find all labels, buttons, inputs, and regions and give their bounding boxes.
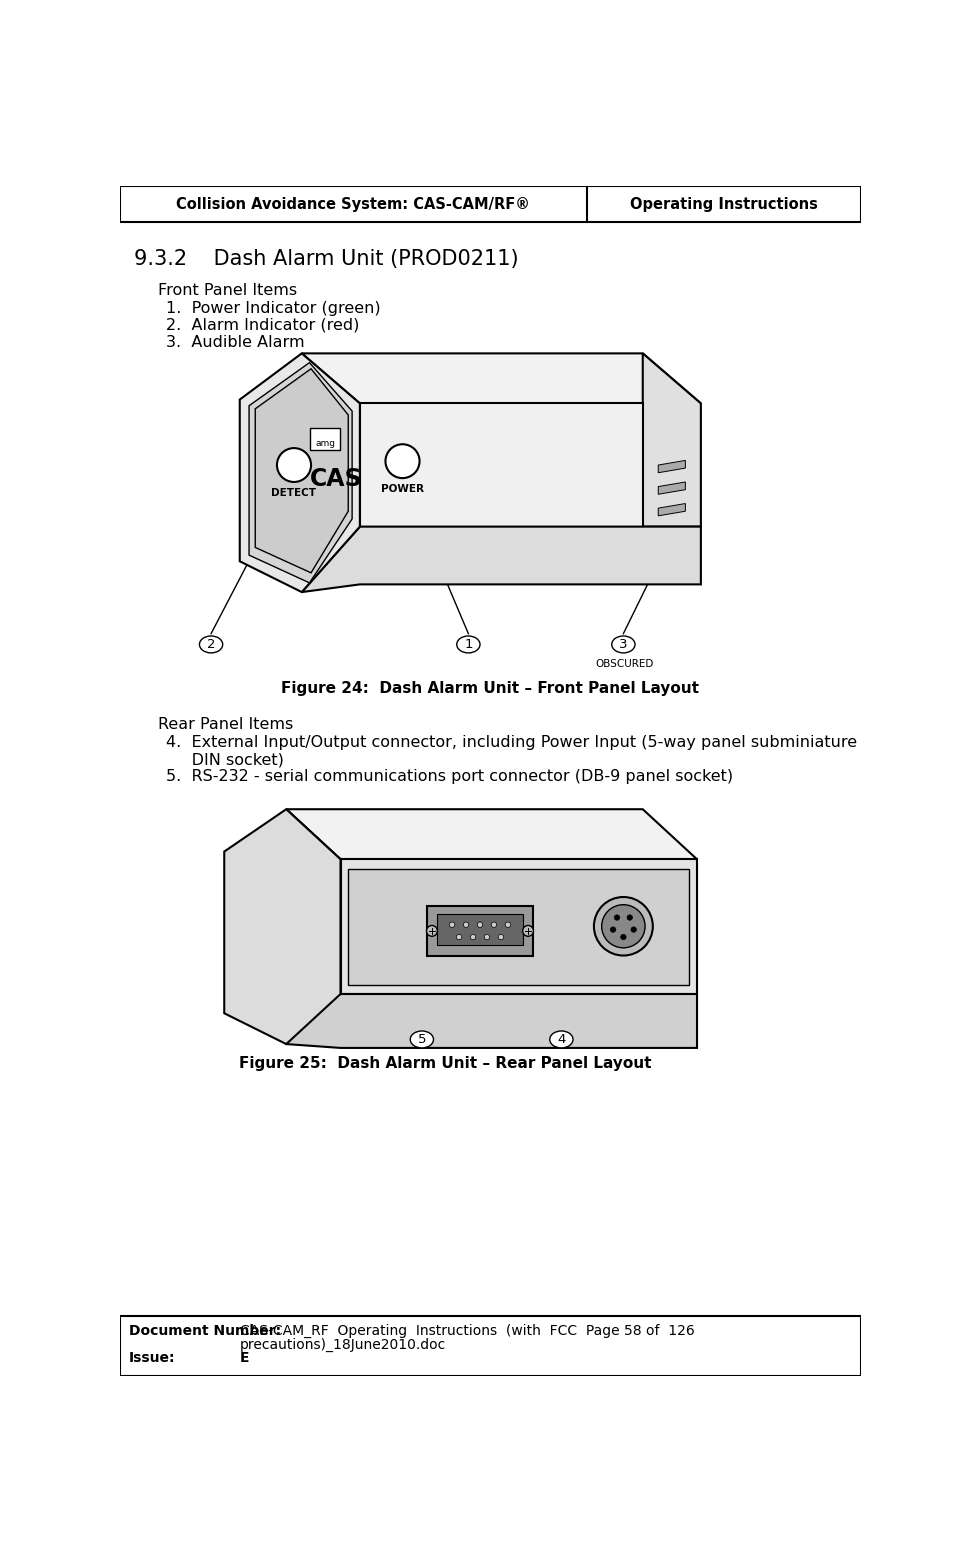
Circle shape	[491, 921, 497, 928]
Circle shape	[611, 928, 615, 932]
Bar	[120, 1316, 861, 1376]
Ellipse shape	[411, 1031, 434, 1048]
Polygon shape	[360, 404, 643, 527]
Text: 2: 2	[207, 638, 215, 651]
Text: 4: 4	[557, 1033, 566, 1047]
Circle shape	[505, 921, 511, 928]
Circle shape	[523, 926, 533, 937]
Text: DIN socket): DIN socket)	[167, 753, 284, 767]
Circle shape	[594, 897, 653, 955]
Polygon shape	[301, 527, 701, 592]
Text: precautions)_18June2010.doc: precautions)_18June2010.doc	[240, 1337, 446, 1351]
Polygon shape	[341, 860, 697, 994]
Circle shape	[499, 934, 503, 940]
Text: E: E	[240, 1351, 249, 1365]
Bar	[120, 186, 861, 223]
Text: 4.  External Input/Output connector, including Power Input (5-way panel subminia: 4. External Input/Output connector, incl…	[167, 736, 857, 750]
Text: CAS: CAS	[310, 467, 363, 492]
Polygon shape	[286, 809, 341, 994]
Polygon shape	[658, 504, 685, 516]
Text: Figure 25:  Dash Alarm Unit – Rear Panel Layout: Figure 25: Dash Alarm Unit – Rear Panel …	[239, 1056, 652, 1071]
Text: Figure 24:  Dash Alarm Unit – Front Panel Layout: Figure 24: Dash Alarm Unit – Front Panel…	[281, 680, 699, 696]
Polygon shape	[658, 461, 685, 473]
Polygon shape	[348, 869, 689, 985]
Circle shape	[463, 921, 469, 928]
Polygon shape	[240, 354, 360, 592]
FancyBboxPatch shape	[310, 428, 340, 450]
Text: 1.  Power Indicator (green): 1. Power Indicator (green)	[167, 301, 381, 315]
Text: 2.  Alarm Indicator (red): 2. Alarm Indicator (red)	[167, 318, 360, 332]
Text: Document Number:: Document Number:	[129, 1323, 281, 1337]
Text: DETECT: DETECT	[272, 489, 317, 498]
Text: Collision Avoidance System: CAS-CAM/RF®: Collision Avoidance System: CAS-CAM/RF®	[176, 196, 530, 212]
Text: Rear Panel Items: Rear Panel Items	[158, 717, 294, 731]
Text: 3.  Audible Alarm: 3. Audible Alarm	[167, 335, 304, 349]
Circle shape	[484, 934, 490, 940]
Text: 5.  RS-232 - serial communications port connector (DB-9 panel socket): 5. RS-232 - serial communications port c…	[167, 770, 733, 784]
Polygon shape	[256, 369, 348, 574]
Polygon shape	[437, 914, 523, 945]
Circle shape	[450, 921, 455, 928]
Ellipse shape	[456, 635, 480, 652]
Polygon shape	[286, 809, 697, 860]
Text: POWER: POWER	[381, 484, 424, 495]
Text: 9.3.2    Dash Alarm Unit (PROD0211): 9.3.2 Dash Alarm Unit (PROD0211)	[134, 249, 518, 269]
Text: Operating Instructions: Operating Instructions	[631, 196, 818, 212]
Ellipse shape	[612, 635, 635, 652]
Text: 3: 3	[619, 638, 628, 651]
Polygon shape	[301, 354, 701, 404]
Text: OBSCURED: OBSCURED	[596, 659, 655, 669]
Text: amg: amg	[315, 439, 335, 448]
Circle shape	[627, 915, 633, 920]
Text: 1: 1	[464, 638, 473, 651]
Text: 5: 5	[417, 1033, 426, 1047]
Text: CAS-CAM_RF  Operating  Instructions  (with  FCC  Page 58 of  126: CAS-CAM_RF Operating Instructions (with …	[240, 1323, 695, 1337]
Polygon shape	[427, 906, 533, 955]
Polygon shape	[224, 809, 341, 1044]
Polygon shape	[286, 994, 697, 1048]
Circle shape	[621, 934, 626, 940]
Circle shape	[456, 934, 462, 940]
Ellipse shape	[199, 635, 223, 652]
Circle shape	[631, 928, 636, 932]
Circle shape	[614, 915, 620, 920]
Circle shape	[478, 921, 482, 928]
Circle shape	[470, 934, 476, 940]
Circle shape	[277, 448, 311, 482]
Circle shape	[427, 926, 437, 937]
Circle shape	[602, 904, 645, 948]
Text: Front Panel Items: Front Panel Items	[158, 283, 298, 297]
Ellipse shape	[549, 1031, 573, 1048]
Text: Issue:: Issue:	[129, 1351, 175, 1365]
Polygon shape	[249, 363, 352, 583]
Circle shape	[386, 444, 419, 478]
Polygon shape	[643, 354, 701, 527]
Polygon shape	[658, 482, 685, 495]
